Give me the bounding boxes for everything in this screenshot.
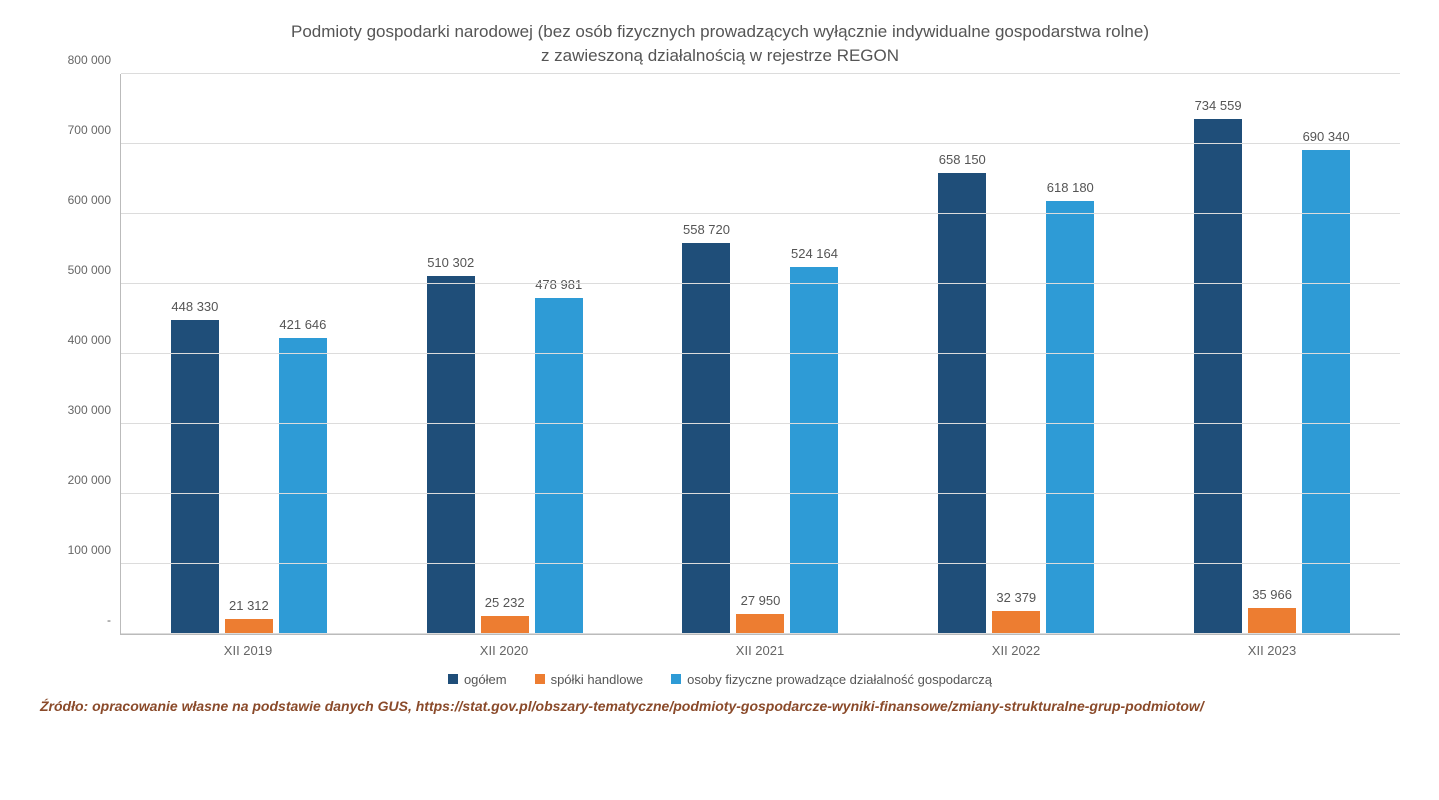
chart-title-line1: Podmioty gospodarki narodowej (bez osób … [291,22,1149,41]
chart-x-tick-label: XII 2022 [888,635,1144,658]
chart-bar-value-label: 510 302 [427,255,474,270]
chart-bar-group: 510 302 25 232 478 981 [377,74,633,634]
chart-bar-group: 558 720 27 950 524 164 [633,74,889,634]
chart-y-tick-label: 300 000 [41,403,111,417]
chart-bar-group: 658 150 32 379 618 180 [888,74,1144,634]
chart-y-tick-label: 100 000 [41,543,111,557]
chart-legend-swatch [448,674,458,684]
chart-gridline [121,423,1400,424]
chart-legend-label: osoby fizyczne prowadzące działalność go… [687,672,992,687]
chart-bar-value-label: 21 312 [229,598,269,613]
chart-gridline [121,633,1400,634]
chart-bar-value-label: 658 150 [939,152,986,167]
chart-gridline [121,563,1400,564]
chart-bar-spolki: 32 379 [992,611,1040,634]
chart-bar-osoby: 524 164 [790,267,838,634]
chart-legend-item: osoby fizyczne prowadzące działalność go… [671,672,992,687]
chart-gridline [121,493,1400,494]
chart-bar-value-label: 734 559 [1195,98,1242,113]
chart-legend-swatch [671,674,681,684]
chart-y-tick-label: 700 000 [41,123,111,137]
chart-legend: ogółem spółki handlowe osoby fizyczne prow… [40,672,1400,687]
chart-bar-value-label: 32 379 [996,590,1036,605]
chart-bar-groups: 448 330 21 312 421 646 510 302 25 232 478 981… [121,74,1400,634]
chart-x-tick-label: XII 2023 [1144,635,1400,658]
chart-gridline [121,213,1400,214]
chart-bar-osoby: 478 981 [535,298,583,633]
chart-bar-osoby: 618 180 [1046,201,1094,634]
chart-bar-spolki: 21 312 [225,619,273,634]
chart-title: Podmioty gospodarki narodowej (bez osób … [40,20,1400,68]
chart-bar-group: 448 330 21 312 421 646 [121,74,377,634]
chart-bar-ogolem: 448 330 [171,320,219,634]
chart-bar-ogolem: 734 559 [1194,119,1242,633]
chart-bar-spolki: 27 950 [736,614,784,634]
chart-plot: 448 330 21 312 421 646 510 302 25 232 478 981… [120,74,1400,634]
chart-bar-value-label: 478 981 [535,277,582,292]
chart-legend-swatch [535,674,545,684]
chart-bar-ogolem: 558 720 [682,243,730,634]
chart-source: Źródło: opracowanie własne na podstawie … [40,697,1400,717]
chart-legend-label: spółki handlowe [551,672,644,687]
chart-bar-spolki: 25 232 [481,616,529,634]
chart-y-tick-label: 600 000 [41,193,111,207]
chart-bar-value-label: 618 180 [1047,180,1094,195]
chart-x-axis: XII 2019XII 2020XII 2021XII 2022XII 2023 [120,634,1400,658]
chart-x-tick-label: XII 2020 [376,635,632,658]
chart-bar-spolki: 35 966 [1248,608,1296,633]
chart-legend-label: ogółem [464,672,507,687]
chart-legend-item: spółki handlowe [535,672,644,687]
chart-container: Podmioty gospodarki narodowej (bez osób … [40,20,1400,716]
chart-bar-group: 734 55935 966690 340 [1144,74,1400,634]
chart-gridline [121,283,1400,284]
chart-y-tick-label: 800 000 [41,53,111,67]
chart-bar-value-label: 448 330 [171,299,218,314]
chart-plot-inner: 448 330 21 312 421 646 510 302 25 232 478 981… [121,74,1400,634]
chart-x-tick-label: XII 2019 [120,635,376,658]
chart-bar-value-label: 35 966 [1252,587,1292,602]
chart-title-line2: z zawieszoną działalnością w rejestrze R… [541,46,899,65]
chart-y-tick-label: 200 000 [41,473,111,487]
chart-bar-value-label: 524 164 [791,246,838,261]
chart-y-tick-label: 400 000 [41,333,111,347]
chart-gridline [121,353,1400,354]
chart-bar-ogolem: 658 150 [938,173,986,634]
chart-legend-item: ogółem [448,672,507,687]
chart-bar-value-label: 27 950 [741,593,781,608]
chart-y-tick-label: 500 000 [41,263,111,277]
chart-bar-ogolem: 510 302 [427,276,475,633]
chart-bar-osoby: 690 340 [1302,150,1350,633]
chart-bar-value-label: 558 720 [683,222,730,237]
chart-y-tick-label: - [41,613,111,627]
chart-x-tick-label: XII 2021 [632,635,888,658]
chart-source-text: Źródło: opracowanie własne na podstawie … [40,698,1204,714]
chart-gridline [121,73,1400,74]
chart-bar-osoby: 421 646 [279,338,327,633]
chart-bar-value-label: 421 646 [279,317,326,332]
chart-gridline [121,143,1400,144]
chart-bar-value-label: 25 232 [485,595,525,610]
